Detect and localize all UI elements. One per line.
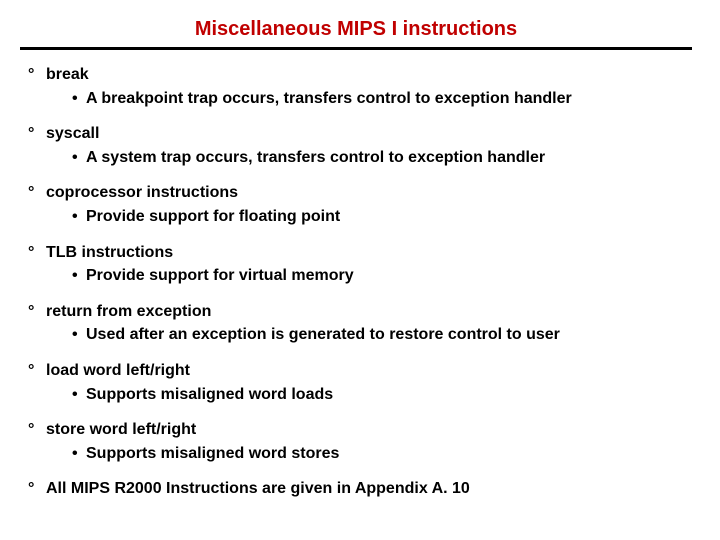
sub-bullet-marker: • xyxy=(72,88,86,110)
sub-bullet-marker: • xyxy=(72,443,86,465)
bullet-marker: ° xyxy=(28,301,46,323)
bullet-marker: ° xyxy=(28,360,46,382)
bullet-marker: ° xyxy=(28,242,46,264)
item-detail: Provide support for floating point xyxy=(86,206,340,228)
list-item: ° syscall • A system trap occurs, transf… xyxy=(20,123,692,168)
sub-bullet-marker: • xyxy=(72,324,86,346)
bullet-marker: ° xyxy=(28,64,46,86)
item-detail: A system trap occurs, transfers control … xyxy=(86,147,545,169)
item-name: break xyxy=(46,64,89,86)
bullet-marker: ° xyxy=(28,123,46,145)
sub-bullet-marker: • xyxy=(72,147,86,169)
list-item: ° store word left/right • Supports misal… xyxy=(20,419,692,464)
bullet-marker: ° xyxy=(28,478,46,500)
bullet-marker: ° xyxy=(28,419,46,441)
item-detail: Supports misaligned word loads xyxy=(86,384,333,406)
item-detail: Provide support for virtual memory xyxy=(86,265,354,287)
item-detail: Used after an exception is generated to … xyxy=(86,324,560,346)
list-item: ° break • A breakpoint trap occurs, tran… xyxy=(20,64,692,109)
item-name: return from exception xyxy=(46,301,211,323)
slide-title: Miscellaneous MIPS I instructions xyxy=(20,18,692,41)
item-detail: A breakpoint trap occurs, transfers cont… xyxy=(86,88,572,110)
item-name: coprocessor instructions xyxy=(46,182,238,204)
item-name: load word left/right xyxy=(46,360,190,382)
sub-bullet-marker: • xyxy=(72,206,86,228)
item-name: syscall xyxy=(46,123,99,145)
item-name: store word left/right xyxy=(46,419,196,441)
bullet-marker: ° xyxy=(28,182,46,204)
list-item: ° All MIPS R2000 Instructions are given … xyxy=(20,478,692,500)
sub-bullet-marker: • xyxy=(72,265,86,287)
sub-bullet-marker: • xyxy=(72,384,86,406)
item-name: All MIPS R2000 Instructions are given in… xyxy=(46,478,470,500)
content-list: ° break • A breakpoint trap occurs, tran… xyxy=(20,64,692,500)
item-name: TLB instructions xyxy=(46,242,173,264)
list-item: ° TLB instructions • Provide support for… xyxy=(20,242,692,287)
list-item: ° load word left/right • Supports misali… xyxy=(20,360,692,405)
list-item: ° coprocessor instructions • Provide sup… xyxy=(20,182,692,227)
list-item: ° return from exception • Used after an … xyxy=(20,301,692,346)
title-rule xyxy=(20,47,692,50)
item-detail: Supports misaligned word stores xyxy=(86,443,339,465)
